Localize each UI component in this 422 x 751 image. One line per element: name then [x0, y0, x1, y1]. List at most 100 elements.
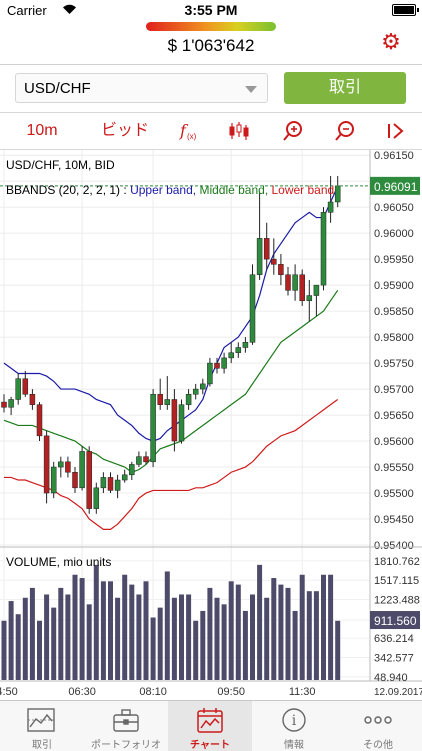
info-icon: i: [282, 708, 306, 732]
volume-bar: [335, 620, 341, 680]
volume-bar: [164, 571, 170, 680]
candle-body: [22, 378, 29, 395]
volume-tick-label: 636.214: [374, 633, 414, 645]
candle-body: [271, 258, 277, 265]
date-label: 12.09.2017: [374, 687, 422, 698]
volume-bar: [235, 584, 241, 680]
svg-text:(x): (x): [187, 132, 197, 141]
volume-bar: [157, 607, 163, 680]
volume-bar: [186, 594, 192, 680]
volume-bar: [8, 601, 14, 680]
volume-bar: [193, 620, 199, 680]
candle-body: [150, 394, 156, 463]
candle-body: [221, 357, 227, 369]
volume-bar: [299, 574, 305, 680]
candle-body: [249, 274, 256, 343]
price-type-button[interactable]: ビッド: [100, 122, 149, 139]
time-tick-label: 06:30: [68, 686, 96, 698]
volume-bar: [264, 597, 270, 680]
time-tick-label: 08:10: [139, 686, 167, 698]
trade-button[interactable]: 取引: [284, 72, 406, 104]
upper-band-line: [3, 186, 339, 442]
price-tick-label: 0.96050: [374, 202, 414, 214]
indicator-function-icon[interactable]: f (x): [170, 119, 204, 143]
middle-band-line: [3, 289, 339, 473]
chart-type-icon[interactable]: [224, 119, 254, 143]
candle-body: [157, 394, 163, 405]
price-tick-label: 0.95800: [374, 332, 414, 344]
zoom-out-icon[interactable]: [330, 119, 360, 143]
candle-body: [143, 456, 149, 463]
volume-bar: [306, 591, 312, 680]
volume-bar: [171, 597, 177, 680]
zoom-in-icon[interactable]: [278, 119, 308, 143]
volume-bar: [150, 617, 156, 680]
volume-tick-label: 1810.762: [374, 556, 420, 568]
bollinger-bands: [3, 186, 339, 531]
tab-info[interactable]: i 情報: [252, 701, 336, 751]
candle-body: [72, 471, 78, 489]
volume-bar: [285, 587, 291, 680]
price-tick-label: 0.95900: [374, 280, 414, 292]
candle-body: [58, 461, 64, 468]
tab-bar: 取引 ポートフォリオ チャート i 情報: [0, 700, 422, 751]
volume-bar: [108, 581, 113, 680]
candle-body: [320, 212, 327, 286]
volume-bar: [65, 594, 71, 680]
tab-portfolio[interactable]: ポートフォリオ: [84, 701, 168, 751]
candle-body: [278, 264, 284, 275]
candle-body: [334, 185, 341, 203]
current-volume-badge: [370, 611, 420, 630]
tab-label: ポートフォリオ: [91, 740, 161, 751]
candle-body: [263, 238, 270, 260]
volume-tick-label: 1223.488: [374, 595, 420, 607]
volume-bar: [179, 594, 184, 680]
price-tick-label: 0.95600: [374, 436, 414, 448]
tab-more[interactable]: その他: [336, 701, 420, 751]
gear-icon[interactable]: ⚙: [381, 29, 401, 54]
tab-label: 情報: [284, 740, 304, 751]
tab-trade[interactable]: 取引: [0, 701, 84, 751]
scroll-to-end-icon[interactable]: [382, 119, 412, 143]
candle-body: [121, 474, 128, 481]
candle-body: [171, 399, 178, 442]
status-bar: Carrier 3:55 PM: [0, 0, 422, 20]
tab-label: チャート: [190, 740, 230, 751]
volume-bar: [44, 594, 50, 680]
candle-body: [86, 451, 92, 509]
legend-middle-band: Middle band,: [196, 183, 268, 197]
candle-body: [8, 399, 14, 408]
volume-tick-label: 1517.115: [374, 575, 419, 587]
chart-title: USD/CHF, 10M, BID: [6, 158, 115, 172]
volume-tick-label: 48.940: [374, 672, 408, 684]
tab-label: 取引: [32, 740, 52, 751]
legend-lower-band: Lower band: [268, 183, 334, 197]
price-tick-label: 0.95650: [374, 410, 414, 422]
price-tick-label: 0.95400: [374, 540, 414, 552]
svg-text:i: i: [292, 713, 297, 729]
price-chart[interactable]: 0.961500.961000.960500.960000.959500.959…: [0, 150, 422, 700]
price-tick-label: 0.95850: [374, 306, 414, 318]
volume-bar: [328, 574, 334, 680]
legend-upper-band: Upper band,: [130, 183, 196, 197]
volume-bar: [242, 610, 248, 680]
candle-body: [107, 477, 114, 491]
volume-bar: [200, 610, 206, 680]
time-tick-label: 09:50: [217, 686, 245, 698]
price-tick-label: 0.95700: [374, 384, 414, 396]
volume-bar: [37, 620, 42, 680]
instrument-select[interactable]: USD/CHF: [15, 73, 268, 103]
tab-chart[interactable]: チャート: [168, 701, 252, 751]
candle-body: [79, 451, 85, 489]
battery-icon: [392, 4, 419, 16]
volume-bar: [79, 578, 85, 680]
volume-bar: [15, 614, 21, 680]
candle-body: [200, 383, 206, 390]
candle-body: [242, 342, 249, 348]
instrument-symbol: USD/CHF: [24, 80, 91, 97]
timeframe-button[interactable]: 10m: [26, 122, 58, 139]
volume-title: VOLUME, mio units: [6, 555, 111, 569]
candlesticks: [1, 175, 341, 514]
volume-bar: [214, 597, 220, 680]
more-icon: [364, 716, 392, 724]
